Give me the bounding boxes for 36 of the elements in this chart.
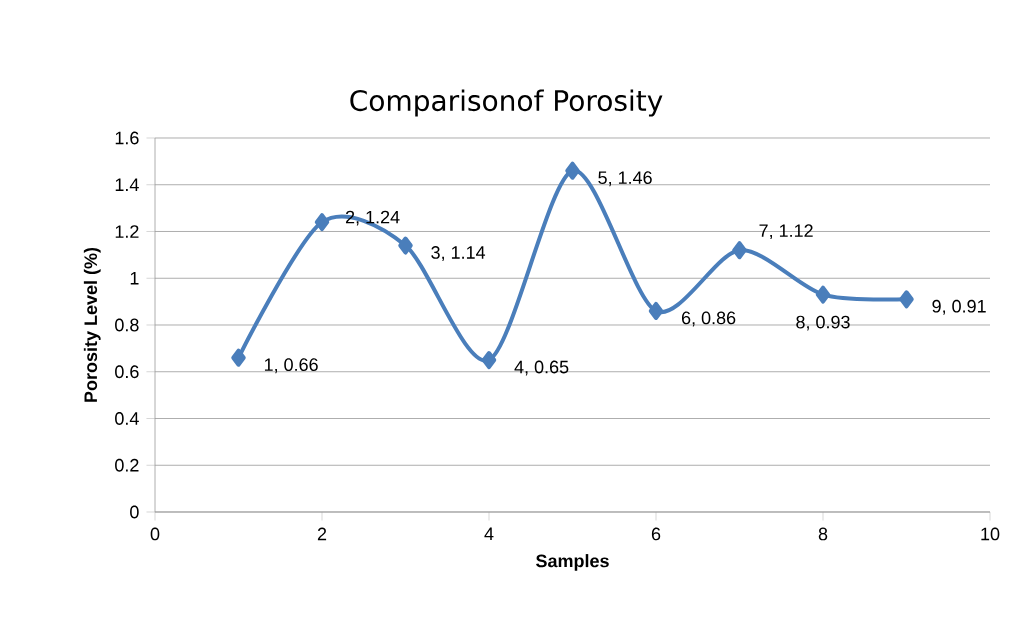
point xyxy=(231,348,246,367)
data-label: 1, 0.66 xyxy=(264,358,318,374)
y-tick-label: 1.2 xyxy=(115,225,139,238)
point xyxy=(899,290,914,309)
y-tick-label: 0.4 xyxy=(115,412,139,425)
data-label: 8, 0.93 xyxy=(796,315,850,331)
y-tick-label: 0 xyxy=(130,505,139,519)
data-label: 9, 0.91 xyxy=(932,299,986,315)
y-tick-label: 0.6 xyxy=(115,365,139,379)
y-tick-label: 0.8 xyxy=(115,318,139,332)
data-label: 6, 0.86 xyxy=(681,311,736,327)
data-label: 5, 1.46 xyxy=(598,171,652,187)
data-label: 3, 1.14 xyxy=(431,246,486,261)
point xyxy=(481,351,497,370)
y-tick-label: 1.6 xyxy=(115,131,139,145)
y-axis-title: Porosity Level (%) xyxy=(83,247,101,402)
x-tick-label: 2 xyxy=(317,527,327,541)
x-tick-label: 0 xyxy=(150,527,160,541)
data-label: 7, 1.12 xyxy=(759,224,813,240)
y-tick-label: 0.2 xyxy=(115,458,139,472)
point xyxy=(815,285,831,304)
x-tick-label: 8 xyxy=(818,527,828,541)
x-tick-label: 6 xyxy=(651,527,661,541)
point xyxy=(398,236,413,255)
point xyxy=(648,301,664,320)
x-axis-title: Samples xyxy=(536,554,609,571)
point xyxy=(314,213,330,232)
y-tick-label: 1.4 xyxy=(115,178,139,191)
chart-title: Comparisonof Porosity xyxy=(350,89,663,117)
point xyxy=(732,241,747,260)
x-tick-label: 4 xyxy=(484,527,494,540)
point xyxy=(565,161,580,180)
y-tick-label: 1 xyxy=(130,272,139,285)
data-label: 2, 1.24 xyxy=(345,210,400,226)
data-label: 4, 0.65 xyxy=(514,360,569,376)
x-tick-label: 10 xyxy=(981,527,1000,541)
